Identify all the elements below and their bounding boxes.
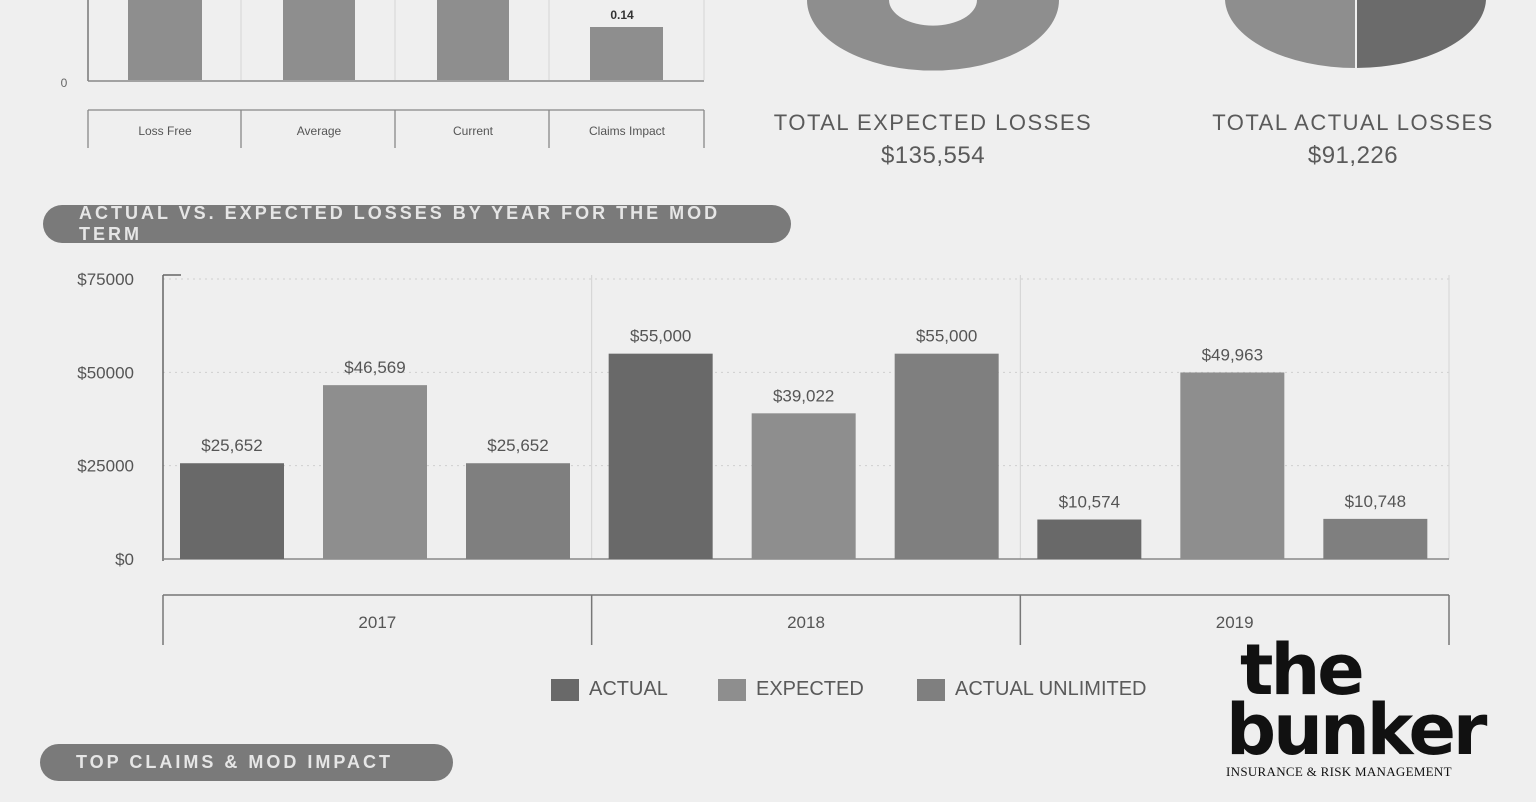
- top-bar-claims-impact-label: 0.14: [610, 8, 634, 22]
- bar-value-label: $55,000: [630, 327, 691, 346]
- bar-value-label: $55,000: [916, 327, 977, 346]
- legend-swatch-expected: [718, 678, 746, 701]
- logo-word-bunker: bunker: [1226, 689, 1487, 771]
- y-tick-label: $75000: [77, 270, 134, 289]
- total-expected-losses-label: TOTAL EXPECTED LOSSES: [773, 110, 1093, 135]
- top-category-claims-impact: Claims Impact: [589, 124, 666, 138]
- bar-expected-2019: [1180, 372, 1285, 559]
- section-title-actual-vs-expected: ACTUAL VS. EXPECTED LOSSES BY YEAR FOR T…: [43, 203, 791, 244]
- legend-actual-unlimited: ACTUAL UNLIMITED: [917, 678, 1147, 701]
- top-category-current: Current: [453, 124, 494, 138]
- x-category-label: 2019: [1216, 613, 1254, 632]
- section-title-actual-vs-expected-text: ACTUAL VS. EXPECTED LOSSES BY YEAR FOR T…: [79, 203, 721, 244]
- top-mod-chart: 0 0.14 Loss Free Average Current Claims …: [61, 0, 705, 148]
- top-bar-loss-free: [128, 0, 202, 80]
- top-bar-claims-impact: [590, 27, 663, 80]
- logo-word-the: the: [1240, 629, 1365, 711]
- top-chart-category-box: [87, 109, 705, 148]
- bar-actual-2017: [180, 463, 284, 559]
- top-chart-gridlines: [240, 0, 705, 80]
- legend-swatch-actual-unlimited: [917, 678, 945, 701]
- bar-value-label: $10,574: [1059, 493, 1120, 512]
- top-chart-y-zero-label: 0: [61, 76, 68, 90]
- bar-value-label: $25,652: [487, 436, 548, 455]
- bar-actual-unlimited-2019: [1323, 518, 1428, 559]
- section-title-top-claims: TOP CLAIMS & MOD IMPACT: [40, 744, 453, 781]
- y-tick-label: $0: [115, 550, 134, 569]
- total-expected-losses-value: $135,554: [880, 142, 986, 169]
- total-expected-losses: TOTAL EXPECTED LOSSES $135,554: [763, 110, 1103, 170]
- actual-losses-donut-dark: [1356, 0, 1486, 68]
- total-actual-losses: TOTAL ACTUAL LOSSES $91,226: [1183, 110, 1523, 170]
- top-category-loss-free: Loss Free: [138, 124, 192, 138]
- bar-actual-2019: [1037, 519, 1142, 559]
- y-tick-label: $50000: [77, 363, 134, 382]
- y-tick-label: $25000: [77, 457, 134, 476]
- logo-tagline: INSURANCE & RISK MANAGEMENT: [1226, 764, 1452, 779]
- bar-expected-2017: [323, 385, 427, 559]
- legend-swatch-actual: [551, 678, 579, 701]
- bar-actual-2018: [608, 353, 713, 559]
- legend-label-actual: ACTUAL: [589, 678, 668, 700]
- expected-losses-donut: [807, 0, 1059, 71]
- bar-value-label: $10,748: [1345, 492, 1406, 511]
- actual-losses-donut-light: [1225, 0, 1356, 69]
- bar-actual-unlimited-2017: [466, 463, 570, 559]
- actual-vs-expected-chart: $0 $25000 $50000 $75000 $25,652 $46,569 $25,65…: [77, 270, 1450, 645]
- section-title-top-claims-text: TOP CLAIMS & MOD IMPACT: [76, 752, 394, 772]
- legend-expected: EXPECTED: [718, 678, 864, 701]
- total-actual-losses-label: TOTAL ACTUAL LOSSES: [1212, 110, 1494, 135]
- bar-value-label: $25,652: [201, 436, 262, 455]
- bar-actual-unlimited-2018: [894, 353, 999, 559]
- bar-value-label: $46,569: [344, 358, 405, 377]
- top-bar-current: [437, 0, 509, 80]
- top-bar-average: [283, 0, 355, 80]
- legend-actual: ACTUAL: [551, 678, 668, 701]
- top-category-average: Average: [297, 124, 342, 138]
- total-actual-losses-value: $91,226: [1307, 142, 1399, 169]
- the-bunker-logo: the bunker INSURANCE & RISK MANAGEMENT: [1226, 629, 1492, 780]
- donut-charts: [807, 0, 1486, 71]
- bar-value-label: $39,022: [773, 386, 834, 405]
- x-category-label: 2018: [787, 613, 825, 632]
- bar-value-label: $49,963: [1202, 345, 1263, 364]
- bar-expected-2018: [751, 413, 856, 559]
- x-category-label: 2017: [358, 613, 396, 632]
- legend-label-actual-unlimited: ACTUAL UNLIMITED: [955, 678, 1147, 700]
- legend-label-expected: EXPECTED: [756, 678, 864, 700]
